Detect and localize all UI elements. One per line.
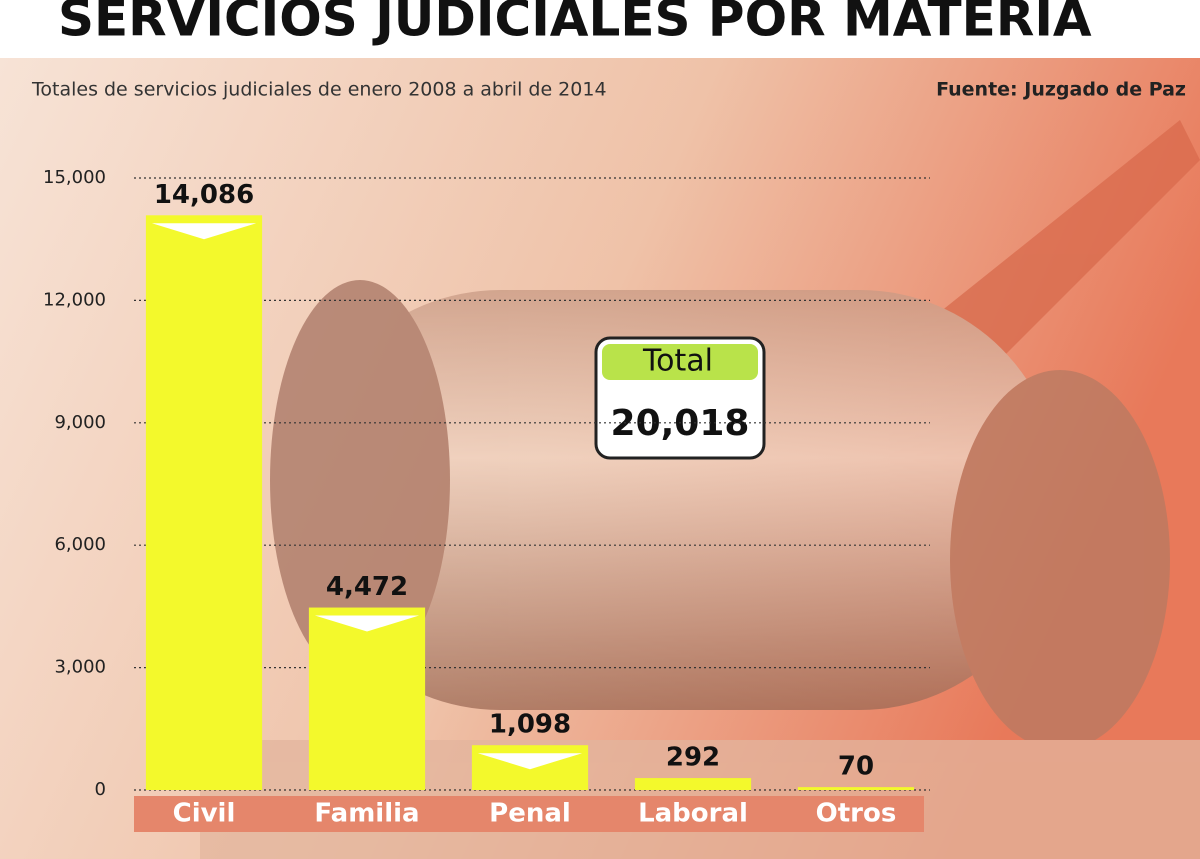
total-value: 20,018	[611, 403, 750, 444]
value-label: 14,086	[154, 180, 254, 210]
source: Fuente: Juzgado de Paz	[936, 79, 1186, 101]
y-tick-label: 9,000	[54, 412, 106, 433]
y-tick-label: 12,000	[43, 289, 106, 310]
bar-chevron	[314, 615, 420, 632]
y-tick-label: 15,000	[43, 167, 106, 188]
x-tick-label: Otros	[816, 799, 897, 829]
x-tick-label: Laboral	[638, 799, 748, 829]
subtitle: Totales de servicios judiciales de enero…	[31, 79, 607, 101]
value-label: 292	[666, 743, 720, 773]
y-tick-label: 3,000	[54, 657, 106, 678]
category-strip	[134, 796, 924, 832]
y-tick-label: 0	[95, 779, 106, 800]
bar-chevron	[151, 223, 257, 240]
value-label: 1,098	[489, 710, 571, 740]
total-box: Total 20,018	[594, 336, 766, 460]
x-tick-label: Civil	[173, 799, 236, 829]
value-label: 4,472	[326, 572, 408, 602]
x-tick-label: Penal	[489, 799, 571, 829]
total-label: Total	[642, 344, 713, 379]
bar-chevron	[477, 753, 583, 770]
y-tick-label: 6,000	[54, 534, 106, 555]
bar	[145, 215, 263, 790]
value-label: 70	[838, 752, 874, 782]
bar	[308, 607, 426, 790]
bar	[634, 778, 752, 790]
bar	[797, 787, 915, 790]
x-tick-label: Familia	[314, 799, 419, 829]
chart-title: SERVICIOS JUDICIALES POR MATERIA	[58, 0, 1092, 48]
